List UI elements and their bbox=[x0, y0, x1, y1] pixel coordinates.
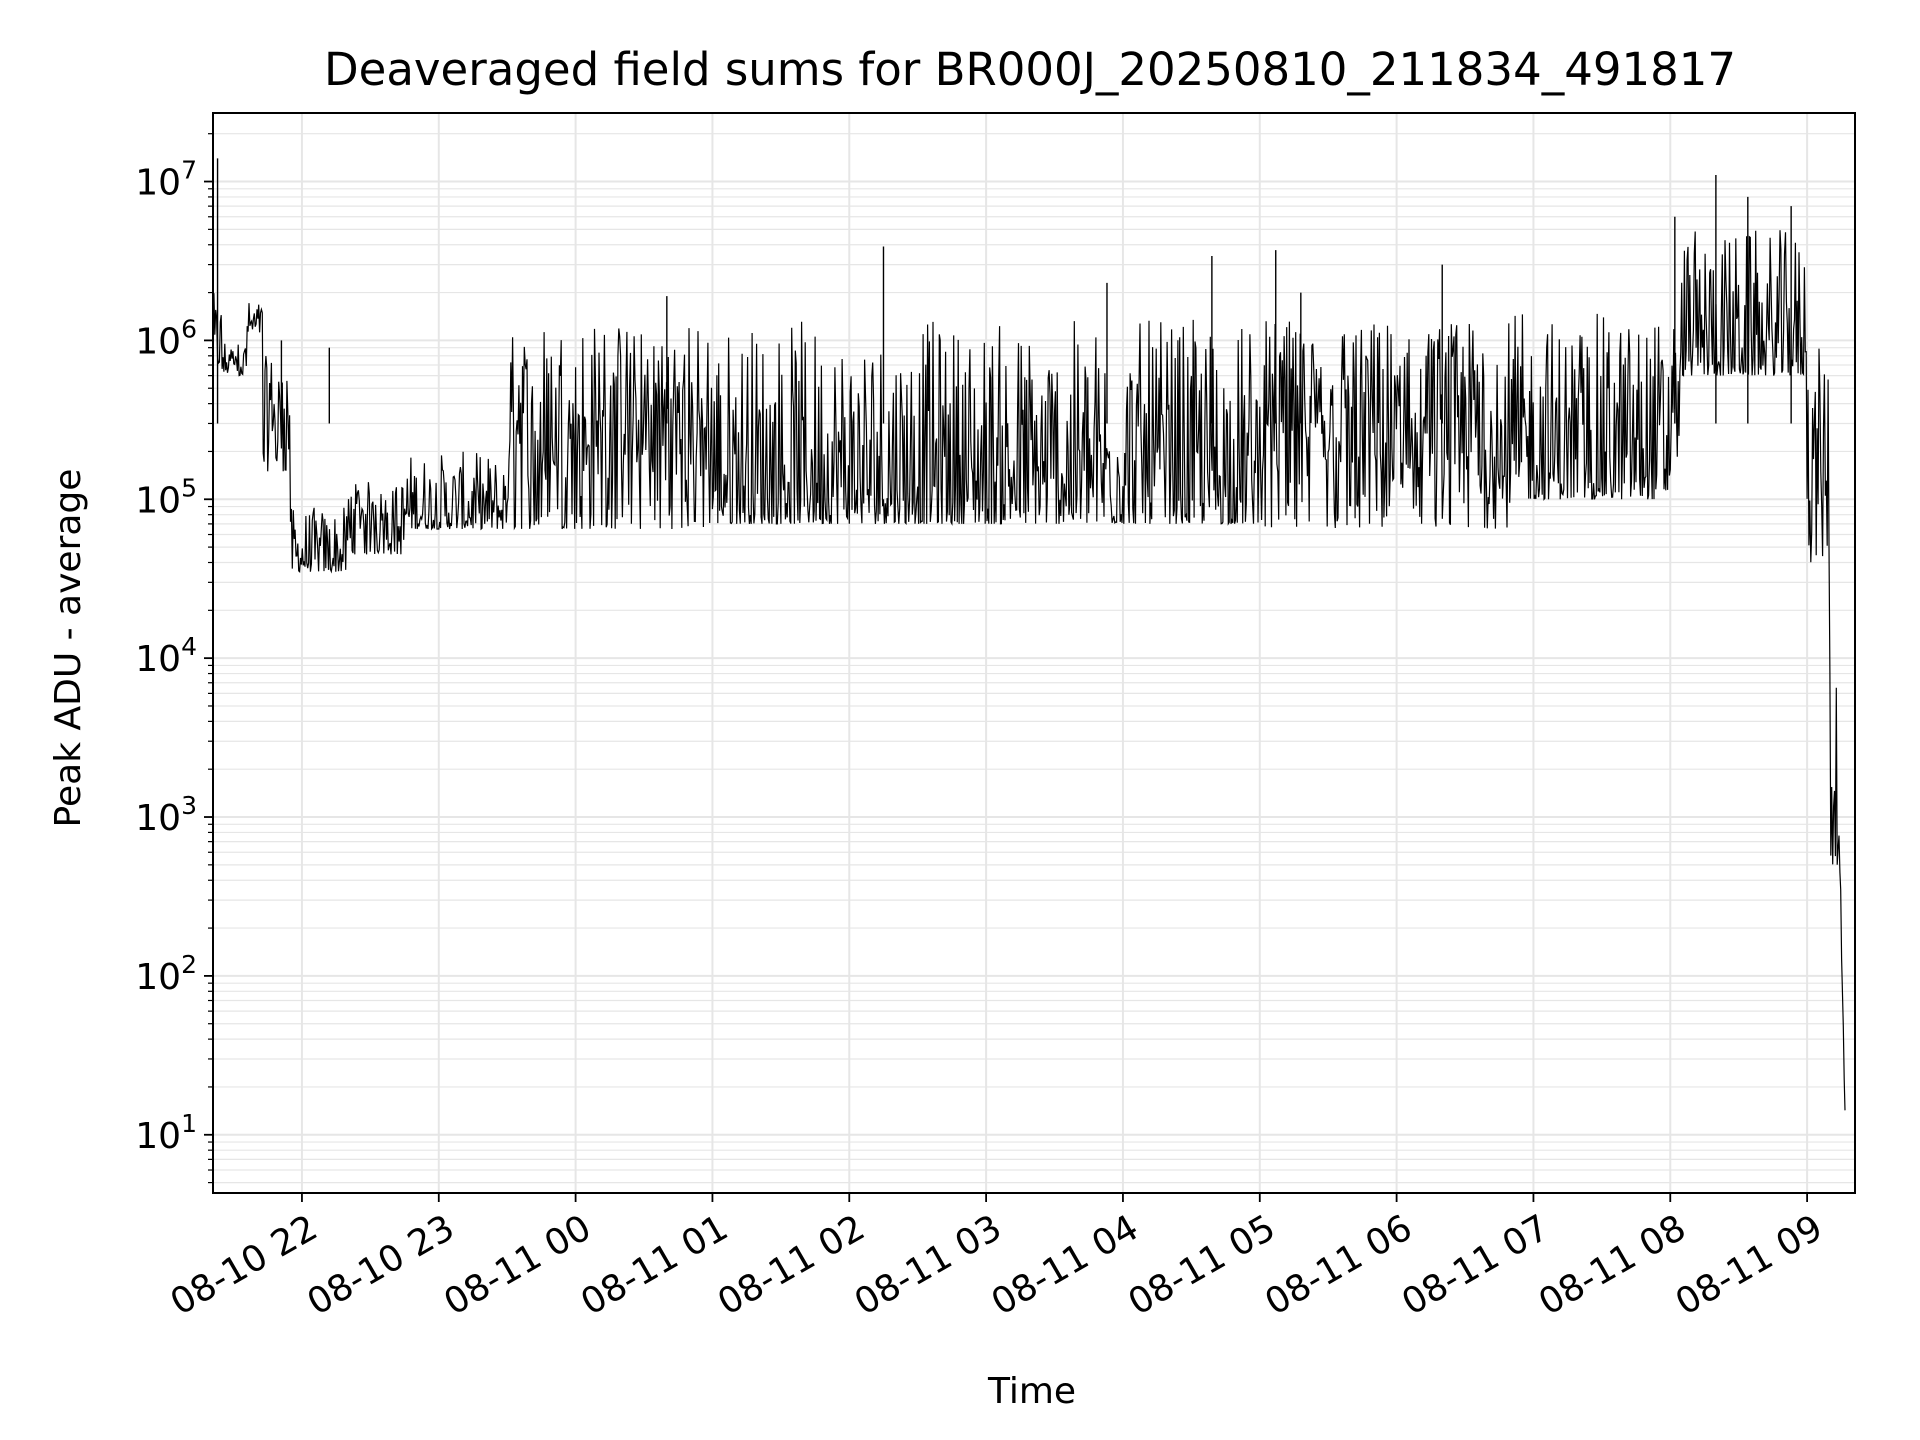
y-tick-label: 103 bbox=[135, 791, 197, 839]
series-line bbox=[212, 230, 1846, 1111]
x-axis-label: Time bbox=[987, 1371, 1076, 1412]
y-tick-label: 107 bbox=[135, 156, 197, 204]
y-tick-label: 102 bbox=[135, 950, 197, 998]
y-tick-label: 101 bbox=[135, 1109, 197, 1157]
plot-frame bbox=[212, 112, 1856, 1194]
y-tick-label: 104 bbox=[135, 632, 197, 680]
y-tick-label: 106 bbox=[135, 314, 197, 362]
y-axis-label: Peak ADU - average bbox=[48, 469, 89, 828]
chart-title: Deaveraged field sums for BR000J_2025081… bbox=[324, 43, 1736, 96]
data-layer bbox=[212, 158, 1846, 1111]
y-tick-label: 105 bbox=[135, 473, 197, 521]
grid bbox=[213, 113, 1855, 1193]
